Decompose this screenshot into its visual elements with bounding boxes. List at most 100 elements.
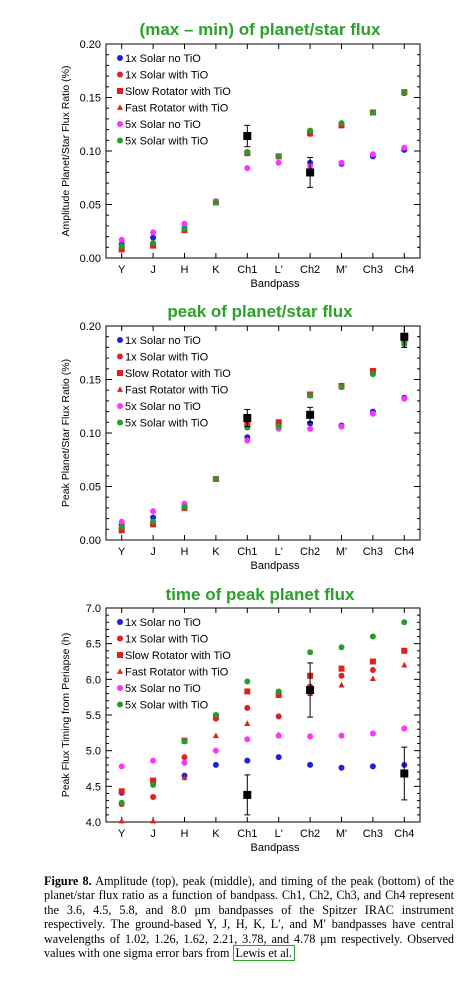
legend-marker xyxy=(117,55,123,61)
data-point xyxy=(401,144,408,151)
x-tick-label: Ch1 xyxy=(237,828,257,840)
data-point xyxy=(212,712,219,718)
data-point xyxy=(275,688,282,695)
legend-marker xyxy=(117,104,123,110)
data-point xyxy=(150,514,157,521)
data-point xyxy=(244,704,251,711)
data-point xyxy=(369,633,376,640)
data-point xyxy=(401,647,408,654)
data-point xyxy=(369,371,376,378)
data-point xyxy=(338,764,345,771)
observed-point xyxy=(243,790,252,799)
observed-point xyxy=(306,168,315,177)
panel-title-peak: peak of planet/star flux xyxy=(167,302,353,321)
data-point xyxy=(150,777,157,784)
data-point xyxy=(212,761,219,768)
legend-marker xyxy=(117,71,123,78)
x-tick-label: Ch3 xyxy=(363,546,383,558)
legend-marker xyxy=(117,652,123,658)
legend-label: 5x Solar with TiO xyxy=(125,136,209,148)
data-point xyxy=(118,518,125,525)
legend-label: 1x Solar with TiO xyxy=(125,70,209,82)
legend-marker xyxy=(117,386,123,392)
reference-link[interactable]: Lewis et al. xyxy=(232,945,296,962)
data-point xyxy=(369,675,376,682)
data-point xyxy=(401,89,408,96)
legend-marker xyxy=(117,370,123,376)
y-tick-label: 4.0 xyxy=(86,817,101,829)
legend-marker xyxy=(117,701,123,708)
x-tick-label: Ch4 xyxy=(394,546,414,558)
x-axis-label: Bandpass xyxy=(251,842,300,854)
legend-label: Slow Rotator with TiO xyxy=(125,650,231,662)
data-point xyxy=(307,127,314,134)
legend-label: 1x Solar no TiO xyxy=(125,617,201,629)
data-point xyxy=(401,725,408,732)
legend-marker xyxy=(117,685,123,691)
legend-label: 1x Solar no TiO xyxy=(125,335,201,347)
data-point xyxy=(338,665,345,672)
data-point xyxy=(275,419,282,425)
data-point xyxy=(118,817,125,824)
data-point xyxy=(150,817,157,824)
legend-label: Fast Rotator with TiO xyxy=(125,667,229,679)
data-point xyxy=(307,733,314,740)
data-point xyxy=(118,788,125,795)
legend-label: 5x Solar with TiO xyxy=(125,700,209,712)
data-point xyxy=(307,761,314,768)
timing-chart: 4.0 4.5 5.0 5.5 6.0 6.5 7.0 Y J H K Ch1 L' Ch2 M' Ch3 Ch… xyxy=(60,604,421,854)
data-point xyxy=(212,732,219,739)
legend-label: Fast Rotator with TiO xyxy=(125,385,229,397)
data-point xyxy=(275,153,282,160)
data-point xyxy=(244,149,251,156)
y-tick-label: 6.0 xyxy=(86,674,101,686)
y-tick-label: 0.15 xyxy=(80,375,101,387)
data-point xyxy=(369,109,376,116)
y-tick-label: 4.5 xyxy=(86,781,101,793)
legend-marker xyxy=(117,419,123,426)
x-tick-label: J xyxy=(150,828,156,840)
legend-marker xyxy=(117,619,123,625)
peak-chart: 0.00 0.05 0.10 0.15 0.20 Y J H K Ch1 L' Ch2 M' Ch3 Ch4… xyxy=(60,322,421,572)
data-point xyxy=(369,410,376,417)
y-tick-label: 7.0 xyxy=(86,604,101,615)
x-tick-label: Ch2 xyxy=(300,546,320,558)
x-axis-label: Bandpass xyxy=(251,278,300,290)
x-tick-label: J xyxy=(150,264,156,276)
data-point xyxy=(275,159,282,166)
y-tick-label: 0.05 xyxy=(80,482,101,494)
y-tick-label: 0.00 xyxy=(80,253,101,265)
legend-marker xyxy=(117,353,123,360)
data-point xyxy=(401,619,408,626)
data-point xyxy=(369,667,376,674)
data-point xyxy=(150,234,157,241)
data-point xyxy=(275,713,282,720)
data-point xyxy=(244,678,251,685)
y-tick-label: 0.10 xyxy=(80,428,101,440)
data-point xyxy=(150,518,157,525)
data-point xyxy=(118,763,125,770)
legend-label: Slow Rotator with TiO xyxy=(125,86,231,98)
data-point xyxy=(401,395,408,402)
data-point xyxy=(275,692,282,699)
data-point xyxy=(369,730,376,737)
data-point xyxy=(181,503,188,510)
data-point xyxy=(150,757,157,764)
data-point xyxy=(212,747,219,754)
x-tick-label: Ch3 xyxy=(363,264,383,276)
observed-point xyxy=(400,769,409,778)
data-point xyxy=(244,437,251,444)
data-point xyxy=(307,392,314,399)
data-point xyxy=(181,774,188,781)
data-point xyxy=(307,425,314,432)
data-point xyxy=(118,243,125,250)
legend-label: 5x Solar no TiO xyxy=(125,119,201,131)
data-point xyxy=(244,720,251,726)
data-point xyxy=(338,644,345,651)
data-point xyxy=(212,199,219,206)
legend-label: 5x Solar no TiO xyxy=(125,683,201,695)
x-tick-label: K xyxy=(212,828,220,840)
y-tick-label: 0.00 xyxy=(80,535,101,547)
x-tick-label: L' xyxy=(275,264,283,276)
x-tick-label: Ch4 xyxy=(394,264,414,276)
